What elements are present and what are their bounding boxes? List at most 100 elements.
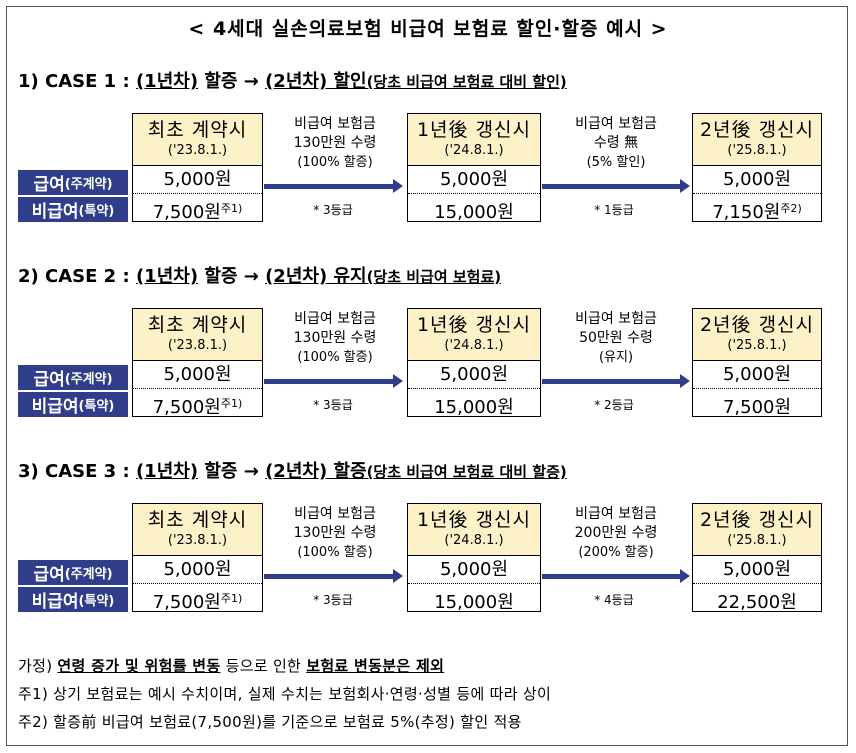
premium-box: 1년後 갱신시 ('24.8.1.) 5,000원 15,000원 [407,503,541,613]
box-title: 1년後 갱신시 [416,509,532,531]
case-heading: 1) CASE 1 : (1년차) 할증 → (2년차) 할인(당초 비급여 보… [18,67,567,93]
case-head-note: (당초 비급여 보험료 대비 할인) [366,73,567,91]
assumption-bold-1: 연령 증가 및 위험률 변동 [57,657,221,675]
noncovered-premium: 15,000원 [408,584,540,613]
claim-line-3: (100% 할증) [297,545,373,560]
box-header: 최초 계약시 ('23.8.1.) [133,504,262,556]
case-head-part: 할증 → [198,71,266,92]
box-header: 2년後 갱신시 ('25.8.1.) [693,309,821,361]
case-head-note: (당초 비급여 보험료 대비 할증) [366,463,567,481]
covered-premium: 5,000원 [133,166,262,194]
covered-premium: 5,000원 [408,361,540,389]
box-date: ('23.8.1.) [167,533,228,548]
footnote-ref: 주2) [780,202,802,215]
case-head-year2: (2년차) 할인 [265,71,367,92]
noncovered-value: 7,500원 [152,592,221,613]
row-label-sub: (특약) [78,594,115,609]
noncovered-value: 7,500원 [722,397,792,418]
claim-line-2: 130만원 수령 [293,135,377,151]
box-date: ('23.8.1.) [167,338,228,353]
case-head-part: 할증 → [198,461,266,482]
case-head-year1: (1년차) [135,266,199,287]
row-label-text: 급여 [33,565,65,585]
claim-line-1: 비급여 보험금 [294,506,376,522]
noncovered-premium: 15,000원 [408,389,540,418]
claim-description: 비급여 보험금 130만원 수령 (100% 할증) [268,310,402,367]
arrow-icon [542,179,690,193]
premium-box: 1년後 갱신시 ('24.8.1.) 5,000원 15,000원 [407,308,541,418]
claim-line-1: 비급여 보험금 [575,116,657,132]
box-date: ('25.8.1.) [727,533,787,548]
claim-line-1: 비급여 보험금 [294,116,376,132]
row-label-noncovered: 비급여 (특약) [18,197,128,222]
box-title: 최초 계약시 [147,119,248,141]
box-date: ('24.8.1.) [444,143,504,158]
noncovered-premium: 15,000원 [408,194,540,223]
claim-line-2: 50만원 수령 [579,330,653,346]
claim-line-3: (100% 할증) [297,350,373,365]
arrow-icon [264,569,403,583]
premium-box: 최초 계약시 ('23.8.1.) 5,000원 7,500원주1) [132,308,263,418]
footnote-ref: 주1) [220,397,243,410]
case-head-year1: (1년차) [135,461,199,482]
box-date: ('24.8.1.) [444,338,504,353]
claim-line-1: 비급여 보험금 [575,311,657,327]
row-label-noncovered: 비급여 (특약) [18,587,128,612]
claim-description: 비급여 보험금 130만원 수령 (100% 할증) [268,115,402,172]
box-header: 1년後 갱신시 ('24.8.1.) [408,309,540,361]
footnote-ref: 주1) [220,592,243,605]
covered-premium: 5,000원 [693,556,821,584]
grade-label: * 2등급 [594,398,634,412]
assumption-mid: 등으로 인한 [220,657,307,675]
noncovered-premium: 7,500원 [693,389,821,418]
noncovered-value: 22,500원 [717,592,797,613]
box-date: ('24.8.1.) [444,533,504,548]
noncovered-premium: 7,500원주1) [133,389,262,418]
covered-premium: 5,000원 [693,361,821,389]
case-head-part: 할증 → [198,266,266,287]
noncovered-value: 7,500원 [152,397,221,418]
case-head-note: (당초 비급여 보험료) [366,268,502,286]
noncovered-value: 15,000원 [434,202,514,223]
case-heading: 2) CASE 2 : (1년차) 할증 → (2년차) 유지(당초 비급여 보… [18,262,501,288]
assumption-prefix: 가정) [18,657,58,675]
premium-box: 2년後 갱신시 ('25.8.1.) 5,000원 7,500원 [692,308,822,418]
assumption-bold-2: 보험료 변동분은 제외 [306,657,445,675]
claim-description: 비급여 보험금 수령 無 (5% 할인) [544,115,688,172]
grade-label: * 4등급 [594,593,634,607]
arrow-icon [264,374,403,388]
grade-label: * 1등급 [594,203,634,217]
claim-line-3: (200% 할증) [578,545,654,560]
row-label-text: 급여 [33,175,65,195]
box-date: ('23.8.1.) [167,143,228,158]
case-head-part: 2) CASE 2 : [18,266,136,287]
row-label-sub: (주계약) [64,177,113,192]
claim-line-1: 비급여 보험금 [294,311,376,327]
row-label-sub: (특약) [78,204,115,219]
grade-label: * 3등급 [313,203,353,217]
box-title: 1년後 갱신시 [416,314,532,336]
document-frame [6,6,848,746]
arrow-icon [542,374,690,388]
claim-line-3: (5% 할인) [586,155,646,170]
arrow-icon [264,179,403,193]
claim-description: 비급여 보험금 50만원 수령 (유지) [544,310,688,367]
box-date: ('25.8.1.) [727,338,787,353]
noncovered-value: 15,000원 [434,397,514,418]
covered-premium: 5,000원 [693,166,821,194]
covered-premium: 5,000원 [408,166,540,194]
box-title: 최초 계약시 [147,314,248,336]
claim-line-3: (100% 할증) [297,155,373,170]
noncovered-premium: 7,150원주2) [693,194,821,223]
box-title: 2년後 갱신시 [699,509,815,531]
premium-box: 최초 계약시 ('23.8.1.) 5,000원 7,500원주1) [132,113,263,223]
box-header: 1년後 갱신시 ('24.8.1.) [408,504,540,556]
claim-line-3: (유지) [598,350,634,365]
row-label-text: 급여 [33,370,65,390]
case-head-year2: (2년차) 유지 [265,266,367,287]
document-title: < 4세대 실손의료보험 비급여 보험료 할인·할증 예시 > [188,18,668,40]
case-head-year1: (1년차) [135,71,199,92]
claim-line-1: 비급여 보험금 [575,506,657,522]
claim-line-2: 130만원 수령 [293,525,377,541]
case-heading: 3) CASE 3 : (1년차) 할증 → (2년차) 할증(당초 비급여 보… [18,457,567,483]
